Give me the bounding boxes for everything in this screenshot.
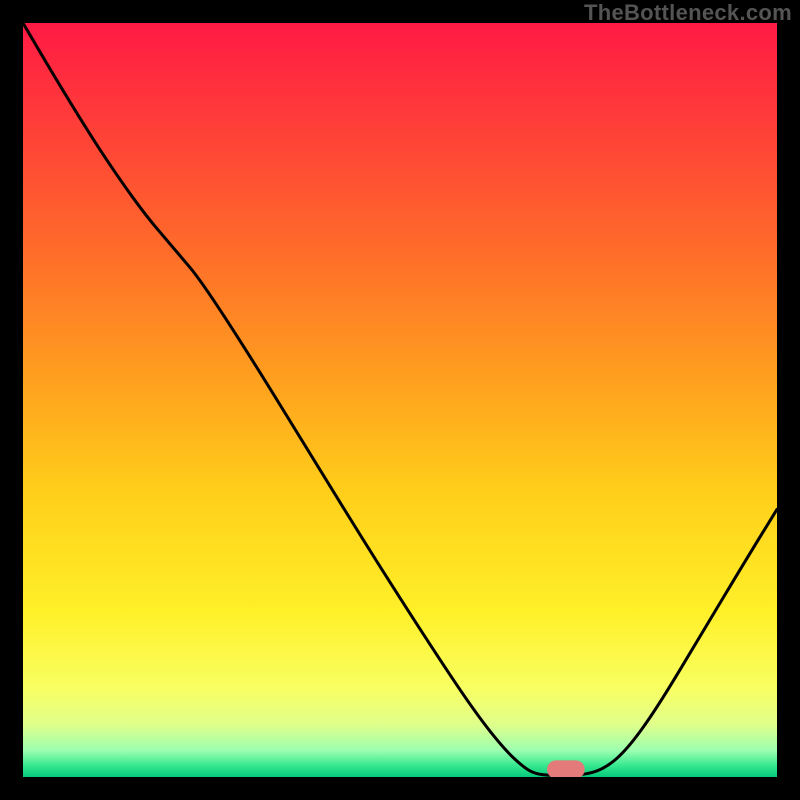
bottleneck-chart	[0, 0, 800, 800]
gradient-background	[23, 23, 777, 777]
watermark-text: TheBottleneck.com	[584, 0, 792, 26]
optimal-marker	[547, 760, 585, 778]
